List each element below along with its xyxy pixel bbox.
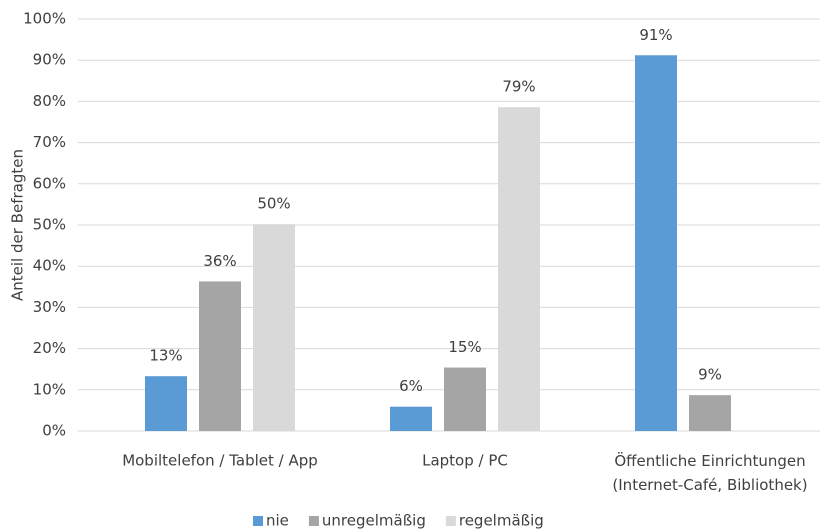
bar: [444, 367, 486, 431]
value-label: 36%: [203, 252, 236, 270]
bar: [635, 55, 677, 431]
legend-item: unregelmäßig: [308, 512, 426, 530]
y-tick-label: 70%: [33, 133, 66, 151]
y-tick-label: 0%: [42, 422, 66, 440]
y-tick-label: 10%: [33, 380, 66, 398]
value-label: 79%: [502, 78, 535, 96]
legend-swatch: [445, 516, 456, 526]
x-tick-label: Mobiltelefon / Tablet / App: [122, 452, 318, 470]
y-tick-label: 20%: [33, 339, 66, 357]
x-tick-label: Öffentliche Einrichtungen (Internet-Café,…: [612, 451, 807, 494]
value-label: 9%: [698, 366, 722, 384]
legend-label: regelmäßig: [459, 512, 544, 530]
bar: [498, 107, 540, 431]
y-tick-label: 90%: [33, 51, 66, 69]
value-label: 91%: [639, 26, 672, 44]
bar: [390, 406, 432, 431]
y-tick-label: 30%: [33, 298, 66, 316]
y-tick-label: 100%: [23, 10, 66, 28]
bar: [199, 281, 241, 431]
legend-label: unregelmäßig: [322, 512, 426, 530]
value-label: 13%: [149, 347, 182, 365]
y-tick-label: 60%: [33, 174, 66, 192]
legend-swatch: [253, 516, 263, 526]
bar: [253, 224, 295, 431]
y-tick-label: 80%: [33, 92, 66, 110]
y-tick-label: 50%: [33, 216, 66, 234]
bar: [689, 395, 731, 431]
legend-label: nie: [266, 512, 289, 530]
value-label: 15%: [448, 338, 481, 356]
value-label: 50%: [257, 195, 290, 213]
y-tick-label: 40%: [33, 257, 66, 275]
legend-item: regelmäßig: [445, 512, 544, 530]
bar: [145, 376, 187, 431]
value-label: 6%: [399, 377, 423, 395]
x-tick-label: Laptop / PC: [422, 452, 508, 470]
y-axis-label: Anteil der Befragten: [9, 149, 27, 301]
legend-item: nie: [253, 512, 289, 530]
legend-swatch: [308, 516, 319, 526]
